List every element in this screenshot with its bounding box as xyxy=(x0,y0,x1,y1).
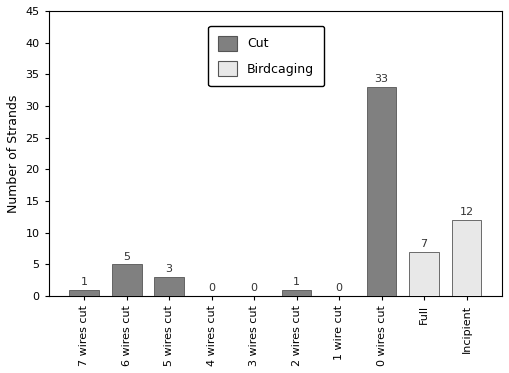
Text: 0: 0 xyxy=(335,283,343,294)
Text: 12: 12 xyxy=(460,207,474,217)
Text: 1: 1 xyxy=(80,277,88,287)
Text: 7: 7 xyxy=(420,239,428,249)
Bar xyxy=(281,290,312,296)
Bar xyxy=(69,290,99,296)
Legend: Cut, Birdcaging: Cut, Birdcaging xyxy=(208,26,324,86)
Y-axis label: Number of Strands: Number of Strands xyxy=(7,94,20,213)
Text: 0: 0 xyxy=(250,283,258,294)
Text: 1: 1 xyxy=(293,277,300,287)
Bar xyxy=(154,277,184,296)
Text: 5: 5 xyxy=(123,252,130,262)
Bar xyxy=(366,87,397,296)
Text: 0: 0 xyxy=(208,283,215,294)
Text: 33: 33 xyxy=(375,75,388,84)
Bar xyxy=(112,264,142,296)
Bar xyxy=(409,252,439,296)
Text: 3: 3 xyxy=(165,264,173,275)
Bar xyxy=(451,220,482,296)
